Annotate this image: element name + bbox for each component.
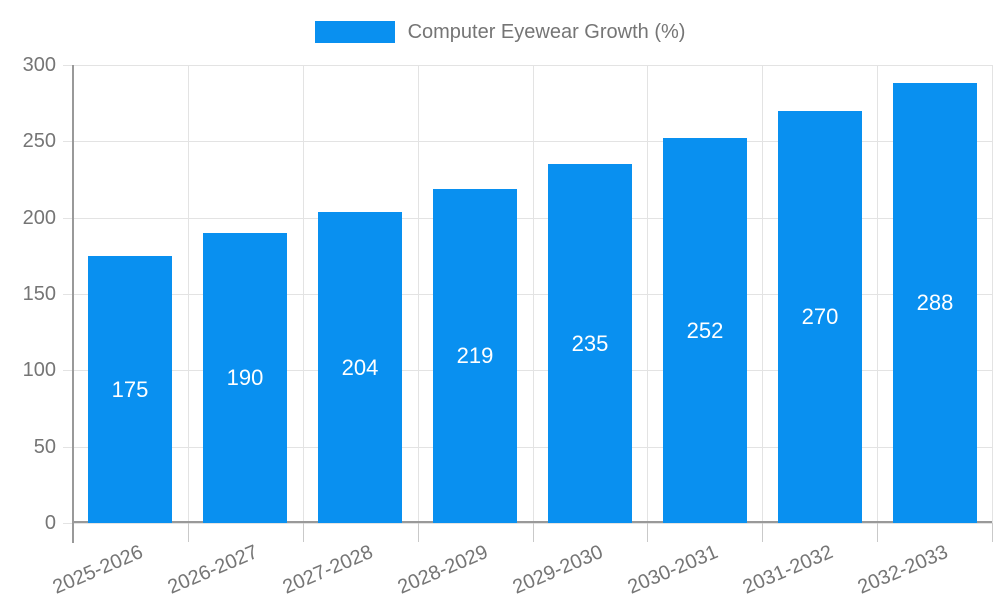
bar xyxy=(318,212,402,523)
grid-line-vertical xyxy=(188,65,189,523)
grid-line-vertical xyxy=(762,65,763,523)
x-axis-tick xyxy=(533,523,534,542)
bar xyxy=(663,138,747,523)
bar-value-label: 175 xyxy=(111,377,149,402)
grid-line-horizontal xyxy=(63,523,992,524)
grid-line-vertical xyxy=(418,65,419,523)
grid-line-vertical xyxy=(533,65,534,523)
x-tick-label: 2026-2027 xyxy=(164,541,262,599)
grid-line-horizontal xyxy=(63,65,992,66)
x-axis-tick xyxy=(418,523,419,542)
grid-line-vertical xyxy=(647,65,648,523)
bar xyxy=(548,164,632,523)
x-axis-tick xyxy=(992,523,993,542)
y-tick-label: 50 xyxy=(33,436,56,458)
y-tick-label: 100 xyxy=(22,359,56,381)
bar xyxy=(433,189,517,523)
grid-line-vertical xyxy=(992,65,993,523)
x-tick-label: 2029-2030 xyxy=(509,541,607,599)
x-axis-tick xyxy=(188,523,189,542)
x-tick-label: 2027-2028 xyxy=(279,541,377,599)
bar-value-label: 235 xyxy=(571,331,609,356)
y-tick-label: 250 xyxy=(22,130,56,152)
x-tick-label: 2028-2029 xyxy=(394,541,492,599)
bar xyxy=(778,111,862,523)
bar-value-label: 190 xyxy=(226,365,264,390)
y-tick-label: 200 xyxy=(22,207,56,229)
x-axis-tick xyxy=(303,523,304,542)
bar xyxy=(88,256,172,523)
x-tick-label: 2032-2033 xyxy=(854,541,952,599)
x-tick-label: 2025-2026 xyxy=(49,541,147,599)
x-axis-tick xyxy=(762,523,763,542)
grid-line-horizontal xyxy=(63,141,992,142)
y-axis-line xyxy=(72,65,74,543)
chart-legend[interactable]: Computer Eyewear Growth (%) xyxy=(0,21,1000,43)
x-axis-line xyxy=(73,521,992,523)
grid-line-vertical xyxy=(877,65,878,523)
grid-line-horizontal xyxy=(63,218,992,219)
bar-value-label: 252 xyxy=(686,318,724,343)
x-tick-label: 2031-2032 xyxy=(739,541,837,599)
x-axis-tick xyxy=(877,523,878,542)
x-tick-label: 2030-2031 xyxy=(624,541,722,599)
bar-value-label: 219 xyxy=(456,343,494,368)
grid-line-horizontal xyxy=(63,370,992,371)
grid-line-horizontal xyxy=(63,447,992,448)
grid-line-vertical xyxy=(303,65,304,523)
bar-value-label: 270 xyxy=(801,304,839,329)
y-tick-label: 150 xyxy=(22,283,56,305)
bar-value-label: 288 xyxy=(916,290,954,315)
x-axis-tick xyxy=(647,523,648,542)
legend-swatch xyxy=(314,21,395,43)
bar-value-label: 204 xyxy=(341,355,379,380)
y-tick-label: 0 xyxy=(44,512,56,534)
legend-label: Computer Eyewear Growth (%) xyxy=(407,21,686,43)
grid-line-horizontal xyxy=(63,294,992,295)
bar xyxy=(203,233,287,523)
y-tick-label: 300 xyxy=(22,54,56,76)
bar xyxy=(893,83,977,523)
